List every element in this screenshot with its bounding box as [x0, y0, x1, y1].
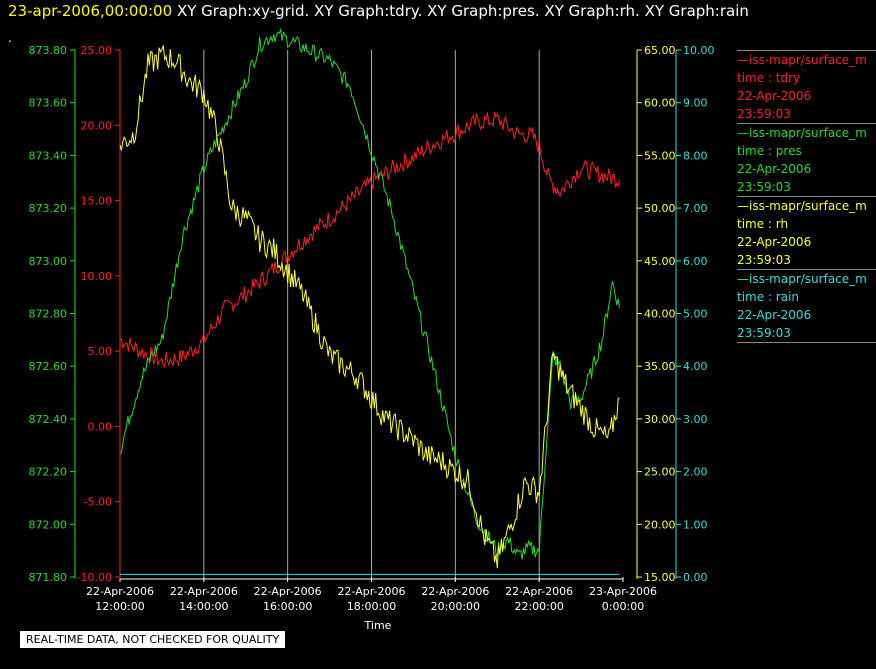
x-tick-date: 22-Apr-2006: [86, 585, 154, 598]
y-tick-label-rh: 35.00: [644, 360, 676, 373]
x-tick-date: 22-Apr-2006: [170, 585, 238, 598]
series-line-tdry: [119, 111, 620, 369]
x-tick-time: 16:00:00: [263, 600, 312, 613]
y-tick-label-pres: 873.80: [29, 44, 68, 57]
y-tick-label-pres: 873.00: [29, 255, 68, 268]
y-tick-label-rh: 60.00: [644, 97, 676, 110]
legend-time: 23:59:03: [737, 180, 791, 194]
legend-date: 22-Apr-2006: [737, 235, 812, 249]
y-tick-label-rh: 30.00: [644, 413, 676, 426]
y-tick-label-pres: 872.20: [29, 466, 68, 479]
y-tick-label-pres: 872.00: [29, 518, 68, 531]
y-tick-label-rain: 4.00: [683, 360, 708, 373]
y-tick-label-rh: 45.00: [644, 255, 676, 268]
y-tick-label-rain: 1.00: [683, 518, 708, 531]
y-tick-label-rain: 3.00: [683, 413, 708, 426]
legend-date: 22-Apr-2006: [737, 162, 812, 176]
legend-date: 22-Apr-2006: [737, 308, 812, 322]
y-tick-label-rain: 5.00: [683, 308, 708, 321]
y-tick-label-pres: 871.80: [29, 571, 68, 584]
y-tick-label-rain: 9.00: [683, 97, 708, 110]
chart-title: 23-apr-2006,00:00:00 XY Graph:xy-grid. X…: [8, 2, 749, 20]
y-tick-label-pres: 872.60: [29, 360, 68, 373]
legend: —iss-mapr/surface_m time : tdry 22-Apr-200…: [737, 50, 876, 343]
y-tick-label-rain: 10.00: [683, 44, 715, 57]
x-tick-date: 22-Apr-2006: [254, 585, 322, 598]
x-tick-time: 0:00:00: [602, 600, 644, 613]
y-tick-label-rain: 8.00: [683, 149, 708, 162]
legend-time: 23:59:03: [737, 326, 791, 340]
legend-field: time : rain: [737, 290, 800, 304]
legend-name: —iss-mapr/surface_m: [737, 199, 867, 213]
y-tick-label-tdry: 5.00: [88, 345, 113, 358]
y-tick-label-pres: 873.20: [29, 202, 68, 215]
y-tick-label-rh: 15.00: [644, 571, 676, 584]
y-tick-label-pres: 873.40: [29, 149, 68, 162]
y-tick-label-tdry: -5.00: [84, 496, 112, 509]
legend-field: time : pres: [737, 144, 802, 158]
quality-notice: REAL-TIME DATA, NOT CHECKED FOR QUALITY: [20, 631, 286, 648]
x-tick-time: 12:00:00: [95, 600, 144, 613]
series-line-pres: [119, 27, 620, 560]
y-tick-label-rh: 50.00: [644, 202, 676, 215]
y-tick-label-rh: 25.00: [644, 466, 676, 479]
y-tick-label-rain: 2.00: [683, 466, 708, 479]
y-tick-label-rain: 6.00: [683, 255, 708, 268]
legend-time: 23:59:03: [737, 253, 791, 267]
x-tick-time: 22:00:00: [514, 600, 563, 613]
y-tick-label-pres: 872.80: [29, 308, 68, 321]
x-tick-date: 22-Apr-2006: [421, 585, 489, 598]
x-tick-time: 18:00:00: [347, 600, 396, 613]
x-axis-label: Time: [364, 619, 392, 632]
x-tick-date: 22-Apr-2006: [337, 585, 405, 598]
y-tick-label-rh: 55.00: [644, 149, 676, 162]
y-tick-label-tdry: 25.00: [81, 44, 113, 57]
y-tick-label-rain: 0.00: [683, 571, 708, 584]
y-tick-label-tdry: 20.00: [81, 119, 113, 132]
legend-field: time : tdry: [737, 71, 801, 85]
y-tick-label-tdry: 0.00: [88, 420, 113, 433]
legend-time: 23:59:03: [737, 107, 791, 121]
y-tick-label-rh: 20.00: [644, 518, 676, 531]
legend-name: —iss-mapr/surface_m: [737, 272, 867, 286]
y-tick-label-pres: 872.40: [29, 413, 68, 426]
dot-marker: .: [8, 31, 12, 45]
y-tick-label-tdry: -10.00: [77, 571, 112, 584]
x-tick-date: 23-Apr-2006: [589, 585, 657, 598]
y-tick-label-tdry: 10.00: [81, 270, 113, 283]
y-tick-label-rain: 7.00: [683, 202, 708, 215]
legend-name: —iss-mapr/surface_m: [737, 53, 867, 67]
legend-field: time : rh: [737, 217, 789, 231]
x-tick-time: 20:00:00: [431, 600, 480, 613]
x-tick-date: 22-Apr-2006: [505, 585, 573, 598]
legend-date: 22-Apr-2006: [737, 89, 812, 103]
y-tick-label-rh: 65.00: [644, 44, 676, 57]
series-line-rh: [119, 45, 620, 569]
x-tick-time: 14:00:00: [179, 600, 228, 613]
y-tick-label-pres: 873.60: [29, 97, 68, 110]
y-tick-label-rh: 40.00: [644, 308, 676, 321]
timestamp: 23-apr-2006,00:00:00: [8, 2, 173, 20]
legend-name: —iss-mapr/surface_m: [737, 126, 867, 140]
graph-list: XY Graph:xy-grid. XY Graph:tdry. XY Grap…: [176, 2, 749, 20]
y-tick-label-tdry: 15.00: [81, 195, 113, 208]
